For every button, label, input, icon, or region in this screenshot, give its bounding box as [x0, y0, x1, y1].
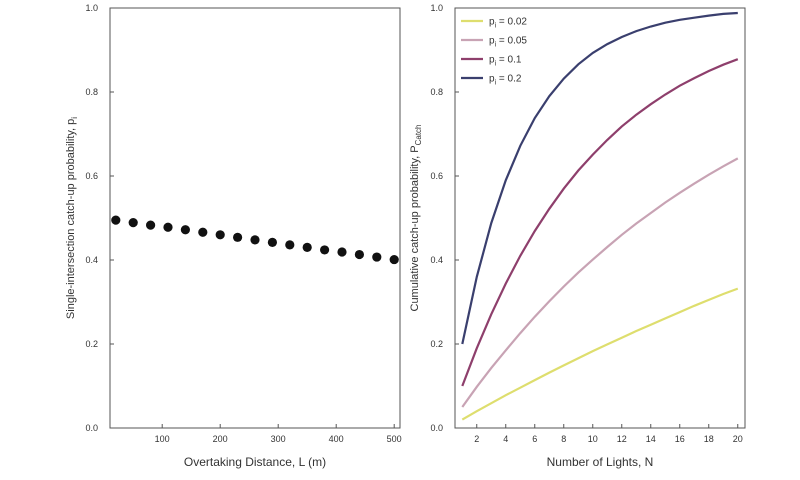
- scatter-point: [233, 232, 243, 242]
- left-y-tick-label: 0.8: [85, 87, 98, 97]
- left-x-tick-label: 200: [213, 434, 228, 444]
- legend-label-value: = 0.2: [496, 74, 522, 85]
- legend-label-main: p: [489, 74, 495, 85]
- right-plot-frame: [454, 7, 746, 429]
- left-y-axis: 0.0 0.2 0.4 0.6 0.8 1.0: [85, 3, 114, 433]
- right-x-axis: 2 4 6 8 10 12 14 16 18 20: [474, 424, 743, 444]
- legend-label-main: p: [489, 55, 495, 66]
- right-y-axis: 0.0 0.2 0.4 0.6 0.8 1.0: [430, 3, 459, 433]
- right-y-tick-label: 0.4: [430, 255, 443, 265]
- legend-label-value: = 0.1: [496, 55, 522, 66]
- right-x-axis-label: Number of Lights, N: [547, 455, 654, 469]
- scatter-point: [163, 222, 173, 232]
- scatter-point: [302, 242, 312, 252]
- right-x-tick-label: 14: [646, 434, 656, 444]
- legend-label-value: = 0.02: [496, 17, 527, 28]
- scatter-point: [267, 237, 277, 247]
- scatter-point: [337, 247, 347, 257]
- left-y-tick-label: 1.0: [85, 3, 98, 13]
- right-y-axis-label: Cumulative catch-up probability, PCatch: [409, 124, 423, 311]
- scatter-point: [372, 252, 382, 262]
- left-y-tick-label: 0.0: [85, 423, 98, 433]
- left-x-axis-label: Overtaking Distance, L (m): [184, 455, 326, 469]
- right-x-tick-label: 10: [588, 434, 598, 444]
- right-x-tick-label: 8: [561, 434, 566, 444]
- left-x-tick-label: 300: [271, 434, 286, 444]
- scatter-point: [285, 240, 295, 250]
- left-y-tick-label: 0.6: [85, 171, 98, 181]
- left-x-tick-label: 500: [387, 434, 402, 444]
- right-y-axis-label-main: Cumulative catch-up probability, P: [409, 145, 421, 311]
- legend-label: pi = 0.02: [489, 17, 527, 30]
- right-series-lines: [461, 11, 739, 421]
- left-data-points: [111, 215, 399, 265]
- legend-label-main: p: [489, 36, 495, 47]
- scatter-point: [180, 225, 190, 235]
- left-y-axis-label: Single-intersection catch-up probability…: [65, 117, 79, 319]
- legend-label-sub: i: [495, 61, 497, 68]
- left-plot-frame: [109, 7, 401, 429]
- scatter-point: [198, 227, 208, 237]
- right-y-tick-label: 0.6: [430, 171, 443, 181]
- legend-label-sub: i: [495, 80, 497, 87]
- right-chart-panel: 0.00.20.40.60.81.0 2 4 6 8 10 12 14 16 18 20 pi =…: [409, 3, 746, 469]
- right-x-tick-label: 20: [733, 434, 743, 444]
- right-y-tick-label: 0.2: [430, 339, 443, 349]
- scatter-point: [146, 220, 156, 230]
- legend-label-sub: i: [495, 23, 497, 30]
- left-x-tick-label: 100: [155, 434, 170, 444]
- right-x-tick-label: 2: [474, 434, 479, 444]
- left-x-axis: 100 200 300 400 500: [155, 424, 402, 444]
- right-y-axis-label-sub: Catch: [414, 124, 423, 145]
- right-y-tick-label: 1.0: [430, 3, 443, 13]
- right-x-tick-label: 16: [675, 434, 685, 444]
- left-y-tick-label: 0.2: [85, 339, 98, 349]
- right-y-tick-label: 0.8: [430, 87, 443, 97]
- left-x-tick-label: 400: [329, 434, 344, 444]
- left-y-axis-label-main: Single-intersection catch-up probability…: [65, 119, 77, 319]
- legend-label-sub: i: [495, 42, 497, 49]
- series-line: [461, 11, 738, 345]
- scatter-point: [320, 245, 330, 255]
- right-x-tick-label: 18: [704, 434, 714, 444]
- series-line: [461, 58, 739, 387]
- scatter-point: [128, 218, 138, 228]
- legend-label-main: p: [489, 17, 495, 28]
- left-y-tick-label: 0.4: [85, 255, 98, 265]
- series-line: [461, 157, 739, 408]
- legend-label: pi = 0.2: [489, 74, 522, 87]
- right-x-tick-label: 4: [503, 434, 508, 444]
- right-y-tick-label: 0.0: [430, 423, 443, 433]
- series-line: [461, 287, 739, 421]
- scatter-point: [389, 254, 399, 265]
- right-x-tick-label: 6: [532, 434, 537, 444]
- right-x-tick-label: 12: [617, 434, 627, 444]
- scatter-point: [250, 235, 260, 245]
- legend-label-value: = 0.05: [496, 36, 527, 47]
- legend-label: pi = 0.1: [489, 55, 522, 68]
- left-y-axis-label-sub: i: [70, 117, 79, 119]
- scatter-point: [215, 230, 225, 240]
- left-chart-panel: 0.0 0.2 0.4 0.6 0.8 1.0 100 200 300 400 500 Overt…: [65, 3, 402, 469]
- scatter-point: [111, 215, 121, 225]
- legend-label: pi = 0.05: [489, 36, 527, 49]
- scatter-point: [354, 249, 364, 260]
